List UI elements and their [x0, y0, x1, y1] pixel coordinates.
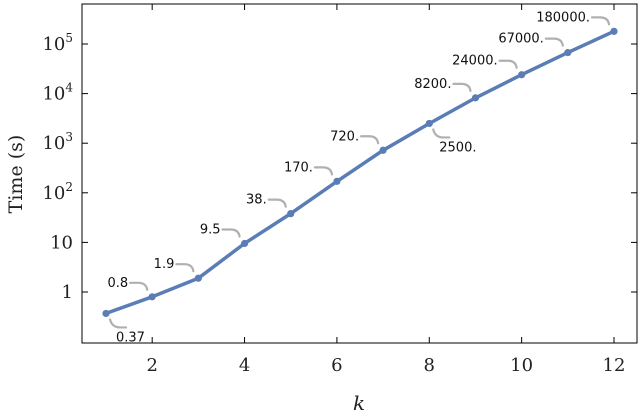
x-tick-label: 8 [424, 355, 435, 376]
data-label: 0.8 [107, 276, 128, 291]
series-layer [102, 27, 618, 318]
y-tick-label: 104 [42, 81, 73, 105]
plot-frame [81, 3, 638, 344]
label-leader [108, 318, 128, 329]
data-point [287, 210, 295, 218]
data-label: 67000. [498, 32, 544, 47]
data-point [194, 274, 202, 282]
data-point [518, 71, 526, 79]
label-leader [129, 281, 149, 291]
x-tick-label: 12 [603, 355, 626, 376]
label-leader [267, 198, 287, 208]
label-leader [590, 16, 611, 26]
y-tick-label: 105 [42, 31, 73, 55]
data-point [102, 309, 110, 318]
x-tick-label: 10 [510, 355, 533, 376]
y-tick-label: 103 [42, 130, 73, 154]
x-tick-label: 4 [239, 355, 250, 376]
data-point [425, 119, 433, 128]
label-leader [498, 59, 518, 69]
y-axis: 1 10 102 103 104 105 [42, 31, 637, 303]
data-label: 38. [246, 193, 267, 208]
label-leader [313, 166, 334, 176]
label-leader [452, 82, 472, 92]
x-axis-label: k [353, 391, 365, 415]
label-leader [544, 37, 564, 47]
data-label: 8200. [414, 77, 451, 92]
series-line [104, 29, 616, 316]
data-label: 170. [284, 160, 313, 175]
x-axis: 2 4 6 8 10 12 [146, 4, 625, 376]
data-point [148, 293, 156, 301]
data-label: 720. [330, 129, 359, 144]
data-label: 1.9 [154, 257, 175, 272]
data-label: 9.5 [200, 223, 221, 238]
data-labels: 0.37 0.8 1.9 9.5 38. 170. 720. 2500. 8200.24000.… [107, 10, 611, 345]
data-point [240, 239, 249, 248]
data-point [379, 146, 387, 154]
data-point [610, 27, 618, 35]
data-label: 0.37 [116, 330, 145, 345]
label-leader [432, 128, 451, 139]
data-point [564, 49, 572, 57]
x-tick-label: 2 [146, 355, 157, 376]
data-point [333, 177, 341, 185]
data-label: 180000. [536, 10, 590, 25]
label-leader [221, 228, 241, 238]
data-label: 24000. [452, 54, 498, 69]
data-label: 2500. [439, 140, 476, 155]
x-tick-label: 6 [331, 355, 342, 376]
label-leader [359, 135, 380, 145]
data-point [471, 94, 480, 102]
y-tick-label: 1 [62, 282, 73, 303]
y-tick-label: 102 [42, 180, 73, 204]
y-tick-label: 10 [50, 232, 73, 253]
y-axis-label: Time (s) [5, 135, 27, 214]
label-leader [175, 263, 195, 273]
